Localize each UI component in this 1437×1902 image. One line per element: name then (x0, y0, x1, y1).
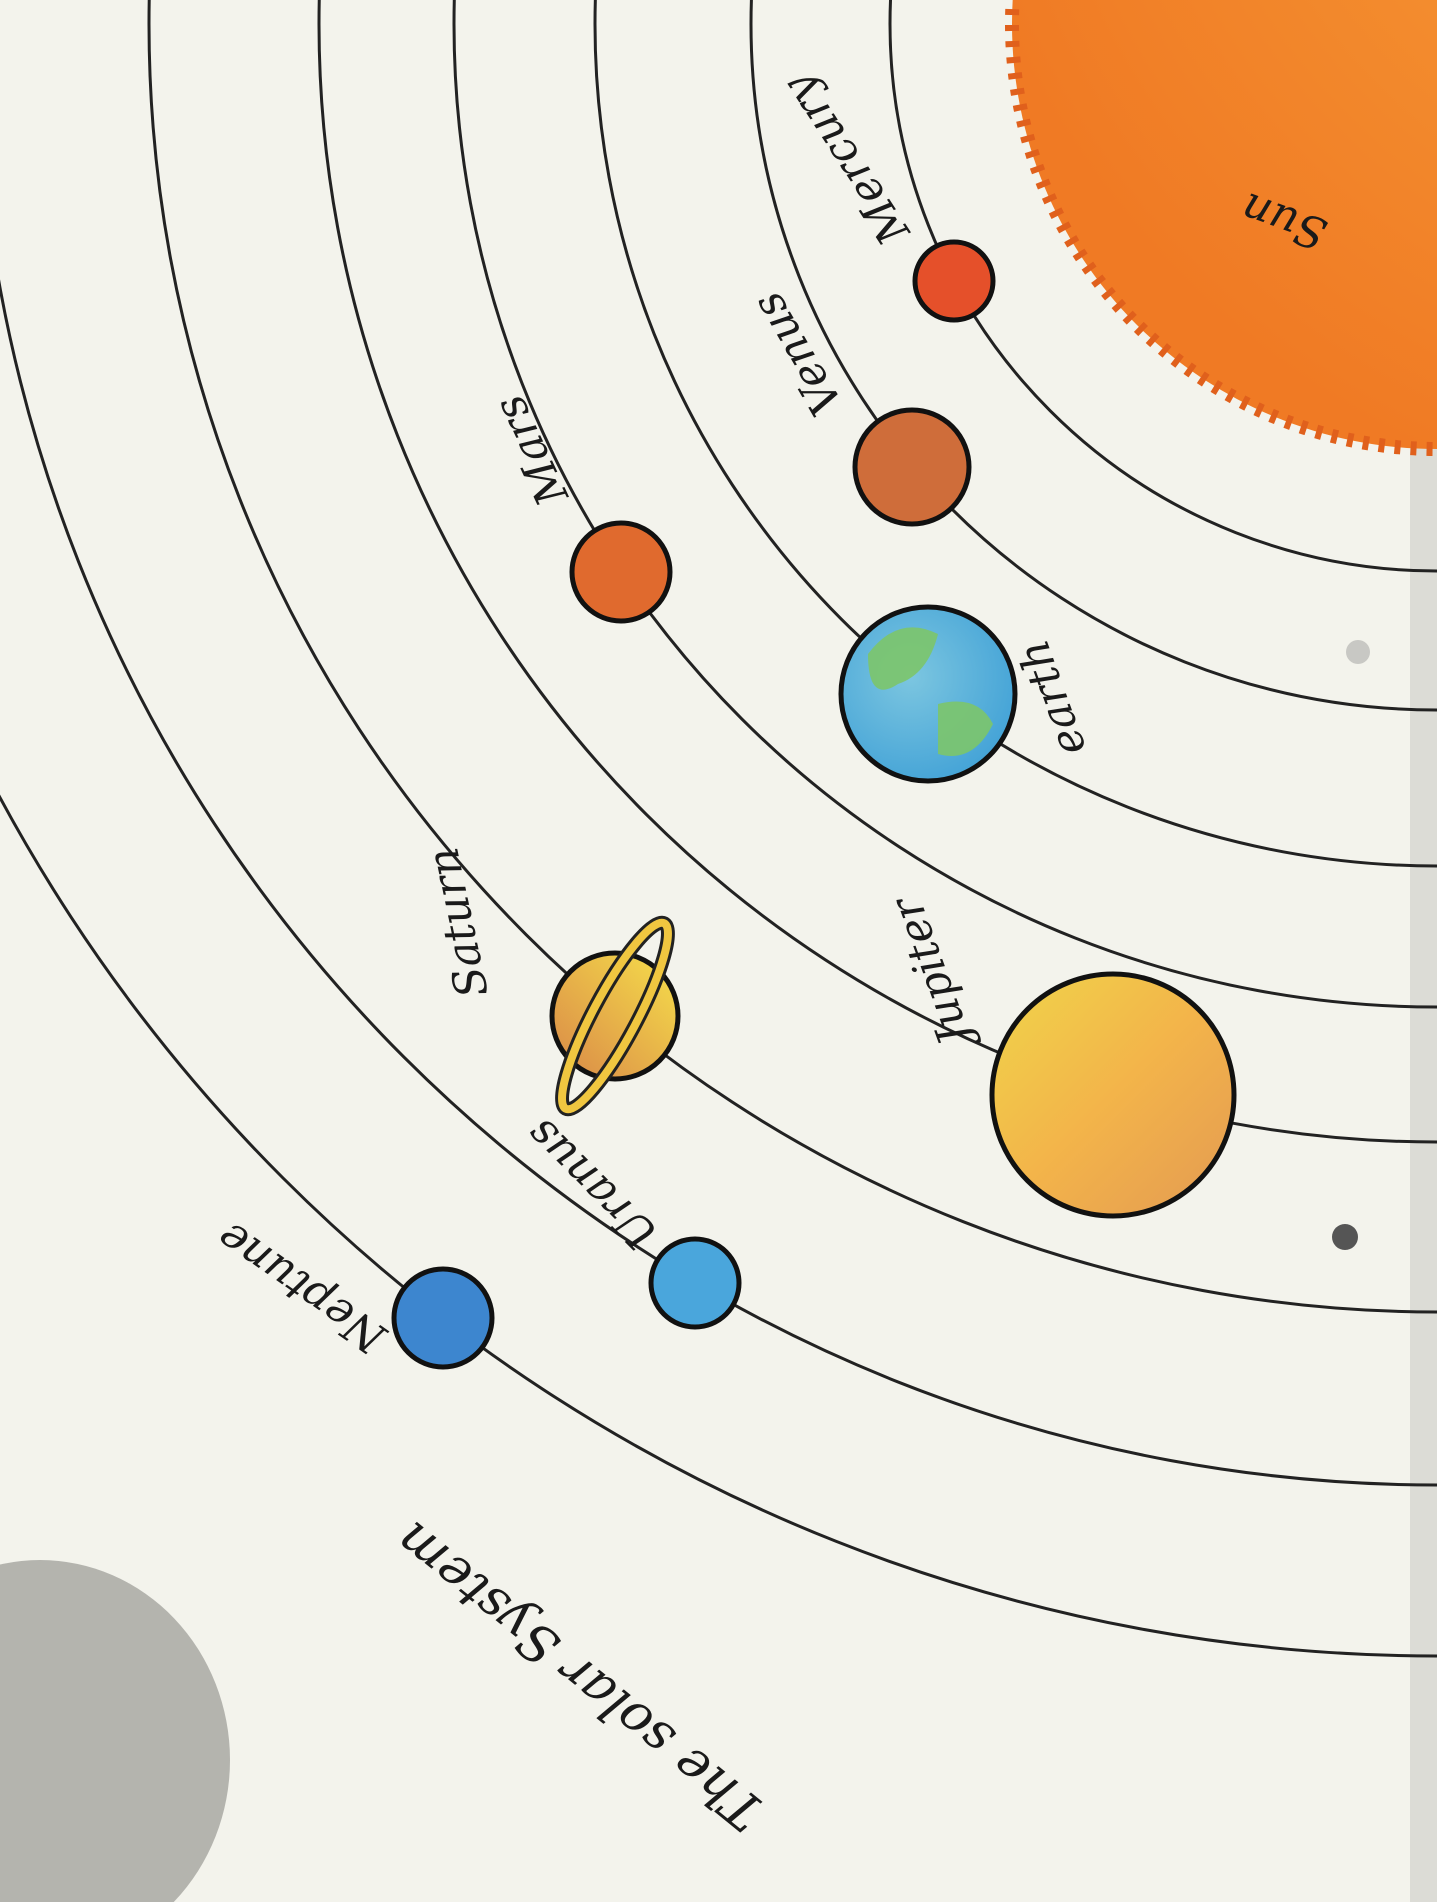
punch-hole (1332, 1224, 1358, 1250)
planet (992, 974, 1234, 1216)
planet (572, 523, 670, 621)
punch-hole (1346, 640, 1370, 664)
planet (651, 1239, 739, 1327)
planet (855, 410, 969, 524)
planet (915, 242, 993, 320)
planet (394, 1269, 492, 1367)
drawing: MercuryVenusearthMarsJupiterSaturnUranus… (0, 0, 1437, 1902)
